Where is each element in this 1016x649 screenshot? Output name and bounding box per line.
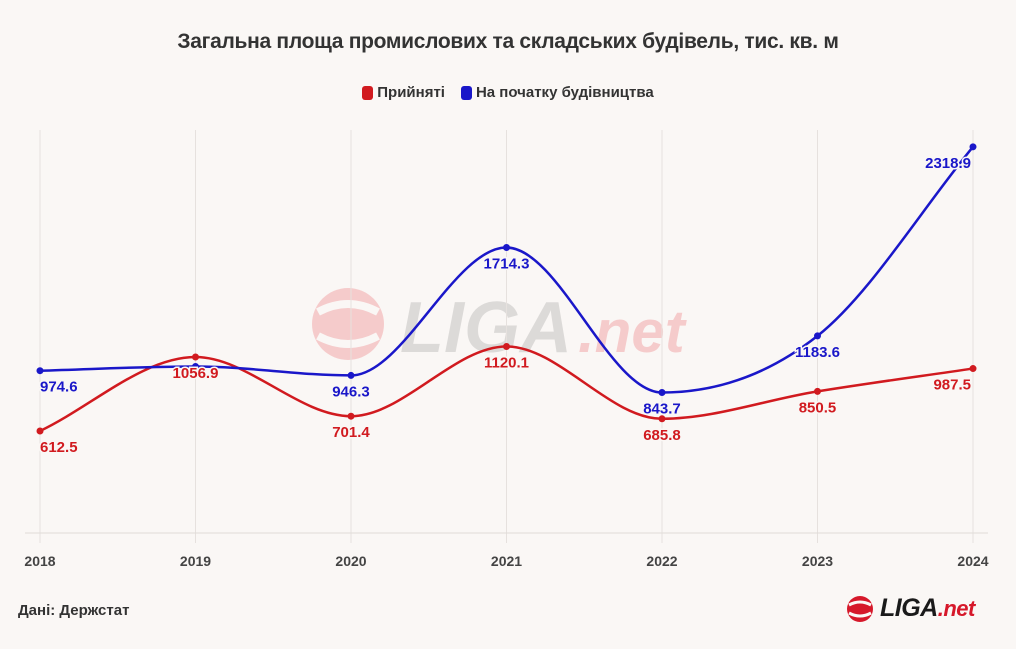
legend-label: На початку будівництва <box>475 84 654 101</box>
data-point <box>192 362 199 370</box>
data-label: 974.6 <box>40 379 78 396</box>
data-point <box>503 342 510 350</box>
data-point <box>969 143 977 151</box>
data-label: 1120.1 <box>484 354 529 371</box>
legend: Прийняті На початку будівництва <box>0 84 1016 101</box>
legend-item-started[interactable]: На початку будівництва <box>460 84 654 101</box>
x-tick-label: 2024 <box>957 553 988 569</box>
data-label: 1056.9 <box>173 365 219 382</box>
data-label: 850.5 <box>799 399 837 416</box>
data-point <box>36 427 44 435</box>
x-tick-label: 2020 <box>335 553 366 569</box>
data-label: 1714.3 <box>484 256 530 273</box>
data-point <box>658 415 666 423</box>
legend-item-accepted[interactable]: Прийняті <box>362 84 445 101</box>
x-tick-label: 2018 <box>24 553 55 569</box>
legend-swatch-red <box>362 85 374 100</box>
watermark-logo: LIGA .net <box>312 288 688 368</box>
data-label: 612.5 <box>40 439 78 456</box>
data-label: 843.7 <box>643 400 681 417</box>
data-label: 2318.9 <box>925 155 971 172</box>
chart-title: Загальна площа промислових та складських… <box>177 30 839 53</box>
data-label: 685.8 <box>643 427 681 444</box>
source-note: Дані: Держстат <box>18 602 130 619</box>
data-label: 987.5 <box>933 377 971 394</box>
data-point <box>814 332 821 340</box>
data-point <box>658 388 666 396</box>
data-point <box>347 371 355 379</box>
legend-label: Прийняті <box>377 84 445 101</box>
legend-swatch-blue <box>460 85 472 100</box>
svg-text:.net: .net <box>578 298 688 365</box>
data-point <box>347 412 355 420</box>
x-tick-label: 2019 <box>180 553 211 569</box>
logo-text: LIGA.net <box>880 594 975 622</box>
logo-icon <box>847 595 873 622</box>
data-label: 701.4 <box>332 424 370 441</box>
data-label: 1183.6 <box>795 344 840 361</box>
data-point <box>503 244 510 252</box>
data-point <box>36 367 44 375</box>
liga-logo[interactable]: LIGA.net <box>846 594 975 623</box>
x-tick-label: 2023 <box>802 553 833 569</box>
data-point <box>814 387 821 395</box>
data-label: 946.3 <box>332 383 370 400</box>
x-tick-label: 2022 <box>646 553 677 569</box>
svg-text:LIGA: LIGA <box>400 288 572 368</box>
x-tick-label: 2021 <box>491 553 522 569</box>
data-point <box>192 353 199 361</box>
data-point <box>969 365 977 373</box>
